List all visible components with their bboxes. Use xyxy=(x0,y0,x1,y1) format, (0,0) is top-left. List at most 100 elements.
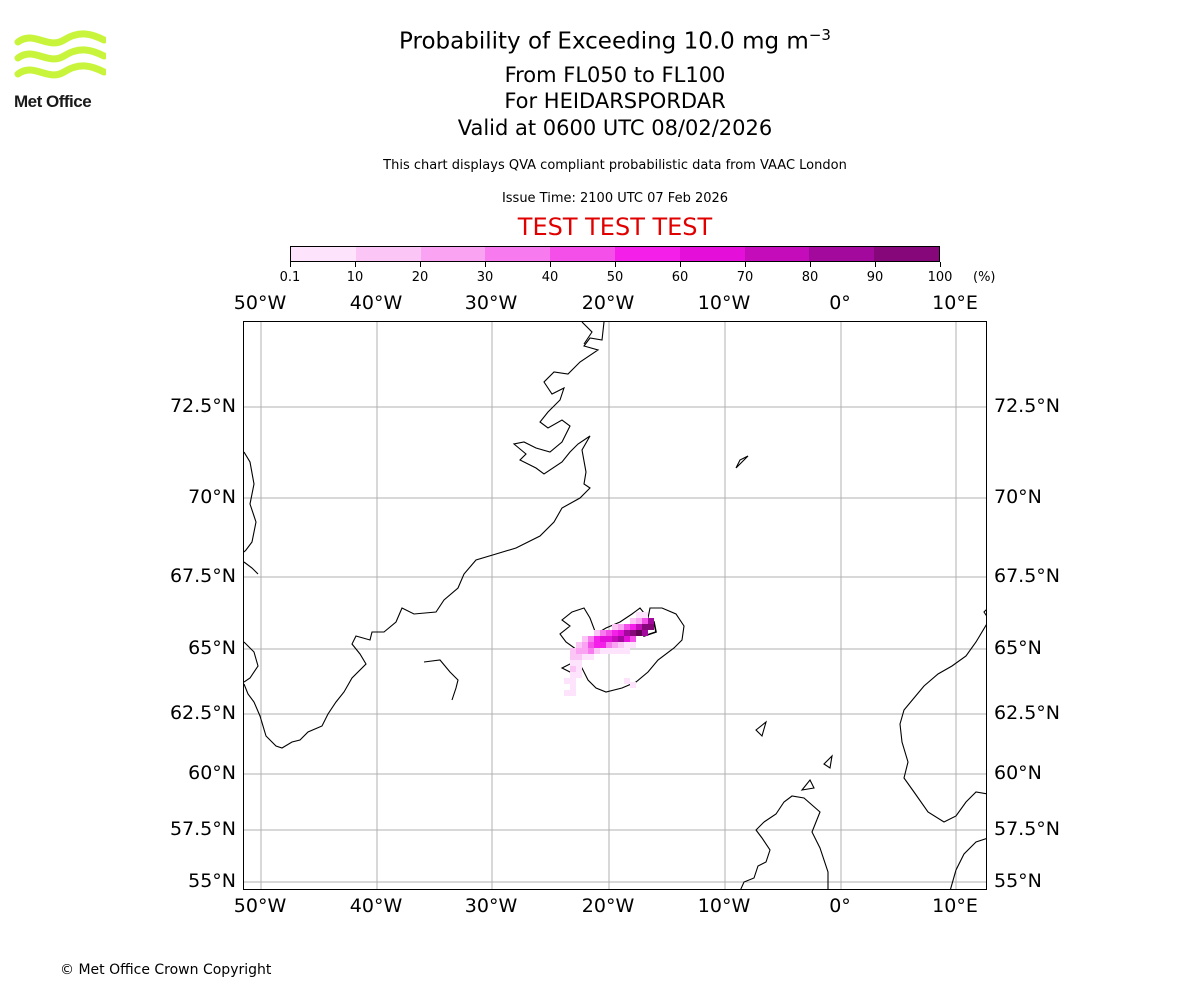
plume-cell xyxy=(630,624,636,630)
colorbar-tick xyxy=(355,262,356,267)
colorbar-label: 100 xyxy=(927,270,953,285)
plume-cell xyxy=(612,630,618,636)
plume-cell xyxy=(600,630,606,636)
plume-cell xyxy=(564,678,570,684)
plume-cell xyxy=(630,630,636,636)
chart-subtitle: This chart displays QVA compliant probab… xyxy=(383,158,847,173)
plume-cell xyxy=(570,684,576,690)
latitude-label: 72.5°N xyxy=(169,395,236,417)
plume-cell xyxy=(564,690,570,696)
chart-title: Probability of Exceeding 10.0 mg m−3 xyxy=(0,26,1200,55)
colorbar-segment xyxy=(809,247,875,261)
jan-mayen-coastline xyxy=(735,455,749,469)
colorbar-tick xyxy=(290,262,291,267)
plume-cell xyxy=(570,648,576,654)
title-main: Probability of Exceeding 10.0 mg m xyxy=(399,28,809,55)
scotland-coastline xyxy=(740,795,829,889)
plume-cell xyxy=(624,678,630,684)
plume-cell xyxy=(576,672,582,678)
colorbar-segment xyxy=(550,247,615,261)
colorbar-label: 70 xyxy=(736,270,754,285)
plume-cell xyxy=(624,642,630,648)
plume-cell xyxy=(630,636,636,642)
latitude-label: 65°N xyxy=(994,637,1042,659)
colorbar-tick xyxy=(680,262,681,267)
map-canvas xyxy=(244,322,986,889)
title-exponent: −3 xyxy=(808,26,831,44)
latitude-label: 57.5°N xyxy=(169,818,236,840)
plume-cell xyxy=(630,618,636,624)
colorbar-label: 80 xyxy=(801,270,819,285)
colorbar-segment xyxy=(679,247,745,261)
plume-cell xyxy=(624,624,630,630)
plume-cell xyxy=(594,642,600,648)
plume-cell xyxy=(642,618,648,624)
plume-cell xyxy=(642,630,648,636)
colorbar-segment xyxy=(420,247,486,261)
test-banner: TEST TEST TEST xyxy=(517,213,713,241)
colorbar-label: 20 xyxy=(411,270,429,285)
colorbar-label: 90 xyxy=(866,270,884,285)
plume-cell xyxy=(576,648,582,654)
plume-cell xyxy=(582,648,588,654)
plume-cell xyxy=(612,648,618,654)
longitude-label: 50°W xyxy=(233,895,287,917)
plume-cell xyxy=(612,624,618,630)
colorbar-segment xyxy=(744,247,810,261)
longitude-label: 10°E xyxy=(932,292,978,314)
latitude-label: 60°N xyxy=(188,762,236,784)
longitude-label: 10°W xyxy=(697,895,751,917)
plume-cell xyxy=(570,672,576,678)
norway-coastline xyxy=(899,624,986,823)
plume-cell xyxy=(576,666,582,672)
latitude-label: 72.5°N xyxy=(994,395,1061,417)
colorbar-segment xyxy=(485,247,551,261)
longitude-label: 10°W xyxy=(697,292,751,314)
plume-cell xyxy=(618,648,624,654)
valid-time: Valid at 0600 UTC 08/02/2026 xyxy=(457,116,773,140)
longitude-label: 10°E xyxy=(932,895,978,917)
colorbar-label: 0.1 xyxy=(279,270,301,285)
plume-cell xyxy=(570,678,576,684)
plume-cell xyxy=(594,648,600,654)
latitude-label: 67.5°N xyxy=(994,565,1061,587)
issue-time: Issue Time: 2100 UTC 07 Feb 2026 xyxy=(501,191,729,206)
logo-text: Met Office xyxy=(14,92,92,111)
met-office-logo-icon xyxy=(14,30,106,79)
longitude-label: 30°W xyxy=(464,895,518,917)
copyright-notice: © Met Office Crown Copyright xyxy=(60,962,272,978)
colorbar-unit: (%) xyxy=(973,270,996,285)
latitude-label: 60°N xyxy=(994,762,1042,784)
colorbar-label: 60 xyxy=(671,270,689,285)
plume-cell xyxy=(642,624,648,630)
map-panel[interactable] xyxy=(243,321,987,890)
plume-cell xyxy=(600,642,606,648)
latitude-label: 55°N xyxy=(994,870,1042,892)
longitude-label: 30°W xyxy=(464,292,518,314)
colorbar-tick xyxy=(485,262,486,267)
plume-cell xyxy=(612,636,618,642)
latitude-label: 65°N xyxy=(188,637,236,659)
plume-cell xyxy=(618,630,624,636)
plume-cell xyxy=(582,642,588,648)
plume-cell xyxy=(624,636,630,642)
colorbar-label: 30 xyxy=(476,270,494,285)
probability-plume xyxy=(564,612,654,696)
plume-cell xyxy=(636,624,642,630)
plume-cell xyxy=(570,690,576,696)
plume-cell xyxy=(624,630,630,636)
latitude-label: 57.5°N xyxy=(994,818,1061,840)
longitude-label: 0° xyxy=(829,895,851,917)
longitude-label: 50°W xyxy=(233,292,287,314)
plume-cell xyxy=(630,642,636,648)
plume-cell xyxy=(648,624,654,630)
plume-cell xyxy=(618,624,624,630)
colorbar-segment xyxy=(614,247,680,261)
plume-cell xyxy=(588,648,594,654)
volcano-name: For HEIDARSPORDAR xyxy=(504,89,726,113)
colorbar-tick xyxy=(615,262,616,267)
colorbar-tick xyxy=(550,262,551,267)
plume-cell xyxy=(576,654,582,660)
latitude-label: 55°N xyxy=(188,870,236,892)
plume-cell xyxy=(642,612,648,618)
